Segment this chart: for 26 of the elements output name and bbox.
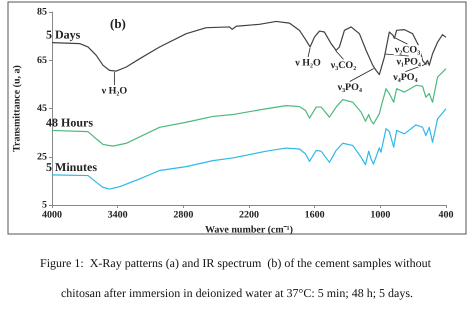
annotation: ν₁PO₄ [396, 56, 421, 68]
series-label: 5 Days [46, 28, 81, 42]
annotation: ν H₂O [100, 86, 128, 97]
series-label: 48 Hours [46, 115, 94, 130]
annotation: ν₂CO₃ [394, 44, 420, 56]
y-axis-title: Transmittance (u, a) [12, 65, 22, 152]
x-tick-label: 2200 [239, 210, 259, 220]
text: Figure 1: X-Ray patterns (a) and IR spectrum (b) of the cement samples without chitosan after immersion in deionized water at 37°C: 5 min; 48 h; 5 days. [40, 256, 431, 300]
x-tick-label: 2800 [173, 210, 194, 220]
annotation: ν H₂O [294, 57, 322, 68]
chart-title: (b) [110, 16, 126, 31]
y-tick-label: 5 [42, 200, 47, 210]
y-tick-label: 85 [37, 6, 47, 18]
y-tick-label: 25 [37, 151, 47, 162]
x-tick-label: 1000 [370, 210, 390, 220]
x-tick-label: 400 [438, 210, 454, 220]
series-label: 5 Minutes [46, 160, 98, 174]
x-tick-label: 1600 [304, 210, 325, 220]
x-axis-title: Wave number (cm⁻¹) [204, 224, 294, 236]
annotation: ν₃PO₄ [336, 82, 362, 93]
annotation: ν₃CO₂ [330, 60, 356, 71]
x-tick-label: 3400 [108, 210, 128, 220]
y-tick-label: 65 [37, 54, 47, 66]
annotation: ν₄PO₄ [392, 72, 418, 84]
x-tick-label: 4000 [42, 210, 62, 220]
y-tick-label: 45 [37, 103, 47, 114]
